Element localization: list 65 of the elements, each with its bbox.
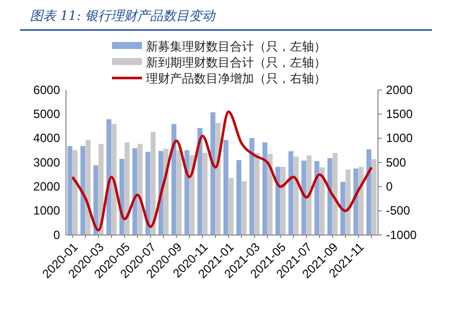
y2-tick-label: -500 — [386, 204, 410, 218]
bar — [228, 178, 234, 235]
bar — [327, 158, 332, 235]
bar — [190, 155, 195, 235]
bar — [340, 182, 346, 235]
bar — [171, 124, 176, 235]
legend-label: 理财产品数目净增加（只，右轴） — [146, 72, 326, 86]
bar — [275, 166, 280, 235]
bar — [184, 150, 190, 235]
bar — [106, 119, 112, 235]
y2-tick-label: 500 — [386, 155, 406, 170]
bar — [210, 112, 216, 235]
bar — [216, 122, 221, 235]
bar — [332, 153, 338, 235]
bar — [268, 154, 273, 235]
bar — [301, 160, 306, 235]
bar — [138, 144, 143, 235]
bar — [262, 142, 268, 235]
bar — [98, 144, 104, 235]
bar — [249, 138, 254, 235]
bar — [145, 152, 150, 235]
bar — [346, 170, 351, 235]
bar — [197, 128, 202, 235]
bar — [86, 140, 91, 235]
y-tick-label: 1000 — [33, 204, 60, 218]
y-tick-label: 3000 — [33, 155, 60, 170]
bar — [372, 159, 377, 235]
bar — [202, 152, 208, 235]
legend-label: 新到期理财数目合计（只，左轴） — [146, 56, 326, 70]
bar — [242, 181, 247, 235]
bar — [112, 124, 117, 235]
legend-label: 新募集理财数目合计（只，左轴） — [146, 40, 326, 54]
bar — [358, 166, 364, 235]
bar — [80, 146, 86, 235]
y-tick-label: 6000 — [33, 82, 60, 97]
bar — [132, 148, 138, 235]
bar — [124, 142, 130, 235]
bar — [320, 167, 325, 235]
y2-tick-label: 2000 — [386, 82, 414, 97]
bar — [67, 146, 72, 235]
y-tick-label: 4000 — [33, 131, 60, 146]
bar — [150, 132, 156, 235]
bar — [353, 168, 358, 235]
bar — [288, 151, 294, 235]
line-series — [71, 110, 373, 232]
bar — [119, 158, 124, 235]
y-tick-label: 5000 — [33, 107, 60, 122]
y2-tick-label: 0 — [386, 180, 393, 194]
bar — [236, 160, 242, 235]
bar — [306, 155, 312, 235]
chart-title: 图表 11: 银行理财产品数目变动 — [30, 9, 216, 24]
bar — [72, 150, 78, 235]
y2-tick-label: 1500 — [386, 107, 414, 122]
bar — [280, 166, 286, 235]
y-tick-label: 0 — [53, 228, 60, 242]
y2-tick-label: -1000 — [386, 228, 418, 242]
bar — [223, 140, 228, 235]
bar — [294, 156, 299, 235]
bar — [93, 165, 98, 235]
bar — [314, 161, 320, 235]
bar — [254, 153, 260, 235]
y-tick-label: 2000 — [33, 180, 60, 194]
bar — [176, 150, 182, 235]
y2-tick-label: 1000 — [386, 131, 414, 146]
bar — [366, 149, 372, 235]
